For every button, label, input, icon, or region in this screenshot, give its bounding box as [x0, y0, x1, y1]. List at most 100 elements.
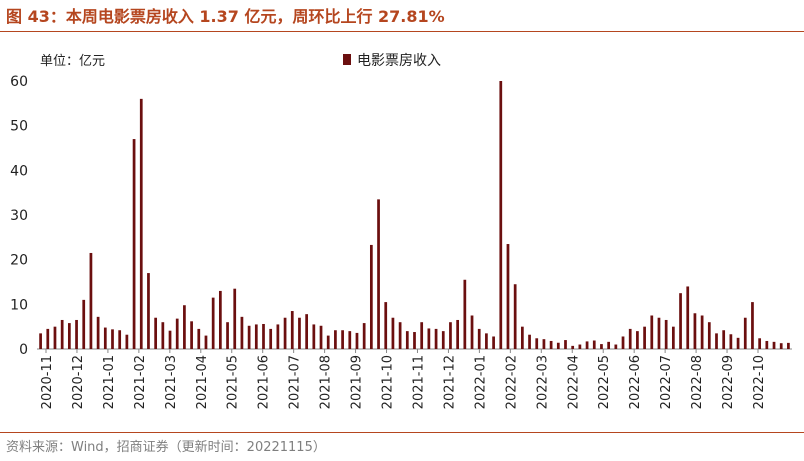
- bar: [305, 314, 309, 349]
- bar: [413, 332, 416, 349]
- bar: [765, 340, 769, 349]
- bar: [254, 324, 258, 349]
- bar: [240, 316, 244, 349]
- bar: [485, 333, 488, 349]
- x-tick-label: 2022-03: [535, 355, 550, 409]
- y-tick-label: 30: [10, 208, 28, 224]
- x-tick-label: 2020-12: [71, 355, 86, 409]
- bar: [290, 311, 294, 349]
- bar: [168, 330, 172, 349]
- bar: [39, 333, 42, 349]
- bar: [247, 325, 251, 349]
- bar: [513, 284, 517, 349]
- bar: [348, 331, 352, 349]
- x-tick-label: 2020-11: [40, 355, 55, 409]
- bar: [621, 336, 625, 349]
- bar: [520, 326, 524, 349]
- y-tick-label: 0: [19, 342, 28, 358]
- x-tick-label: 2022-07: [659, 355, 674, 409]
- bar: [549, 340, 553, 349]
- bar: [657, 317, 661, 349]
- bar: [391, 317, 395, 349]
- x-tick-label: 2021-08: [319, 355, 334, 409]
- y-tick-label: 10: [10, 297, 28, 313]
- x-tick-label: 2021-06: [257, 355, 272, 409]
- bar: [326, 335, 330, 349]
- bar: [341, 330, 344, 349]
- x-tick-label: 2021-03: [164, 355, 179, 409]
- bar: [585, 341, 589, 349]
- bar: [707, 322, 711, 349]
- y-tick-label: 60: [10, 74, 28, 90]
- bar: [197, 328, 201, 349]
- bar: [715, 333, 718, 349]
- bar: [571, 345, 575, 349]
- bar: [312, 324, 316, 349]
- bar: [449, 322, 452, 349]
- x-tick-label: 2022-08: [690, 355, 705, 409]
- bar: [779, 343, 783, 349]
- bar: [787, 342, 790, 349]
- bar-chart: 0 10 20 30 40 50 60 2020-11 2020-12 2021-01 2021-…: [10, 53, 792, 409]
- bar: [434, 328, 438, 349]
- bar: [46, 328, 50, 349]
- bar: [334, 330, 337, 349]
- bar: [477, 328, 481, 349]
- bar: [190, 321, 193, 349]
- bar: [671, 326, 675, 349]
- bar: [427, 328, 431, 349]
- bar: [456, 319, 460, 349]
- bar: [233, 288, 237, 349]
- title-rule: [0, 31, 804, 32]
- bar: [125, 334, 129, 349]
- x-tick-label: 2021-11: [412, 355, 427, 409]
- bar: [650, 315, 654, 349]
- unit-label: 单位：亿元: [40, 54, 105, 69]
- bar: [664, 319, 668, 349]
- bar: [542, 339, 546, 349]
- bar: [319, 325, 323, 349]
- x-tick-label: 2022-02: [504, 355, 519, 409]
- bar: [82, 299, 86, 349]
- bar: [53, 326, 57, 349]
- y-tick-label: 40: [10, 163, 28, 179]
- bar: [506, 244, 510, 349]
- bar: [643, 326, 646, 349]
- bar: [147, 273, 150, 349]
- bar: [693, 313, 697, 349]
- bar: [269, 328, 273, 349]
- bar: [139, 98, 143, 350]
- bar: [362, 323, 366, 349]
- y-axis: 0 10 20 30 40 50 60: [10, 74, 28, 358]
- bar: [183, 305, 186, 349]
- bar: [262, 323, 265, 349]
- bar: [441, 331, 445, 349]
- x-tick-label: 2021-02: [133, 355, 148, 409]
- bar: [751, 302, 754, 349]
- x-tick-label: 2021-01: [102, 355, 117, 409]
- x-tick-label: 2022-06: [628, 355, 643, 409]
- bar: [420, 322, 424, 349]
- bar: [470, 315, 474, 349]
- y-tick-label: 50: [10, 119, 28, 135]
- bar: [528, 334, 531, 349]
- bar: [722, 330, 726, 349]
- bar: [592, 340, 596, 349]
- source-note: 资料来源：Wind，招商证券（更新时间：20221115）: [6, 440, 326, 455]
- bar: [96, 316, 100, 349]
- bar: [628, 328, 632, 349]
- bar: [226, 322, 229, 349]
- bar: [103, 327, 107, 349]
- x-tick-label: 2021-12: [442, 355, 457, 409]
- x-tick-label: 2022-09: [721, 355, 736, 409]
- x-tick-label: 2021-07: [288, 355, 303, 409]
- bar: [686, 286, 690, 349]
- bar: [736, 337, 740, 349]
- bar: [743, 317, 747, 349]
- x-tick-label: 2022-01: [473, 355, 488, 409]
- bar: [211, 297, 215, 349]
- bar: [283, 317, 287, 349]
- bar: [607, 341, 611, 349]
- bar: [111, 329, 114, 349]
- bar: [204, 335, 208, 349]
